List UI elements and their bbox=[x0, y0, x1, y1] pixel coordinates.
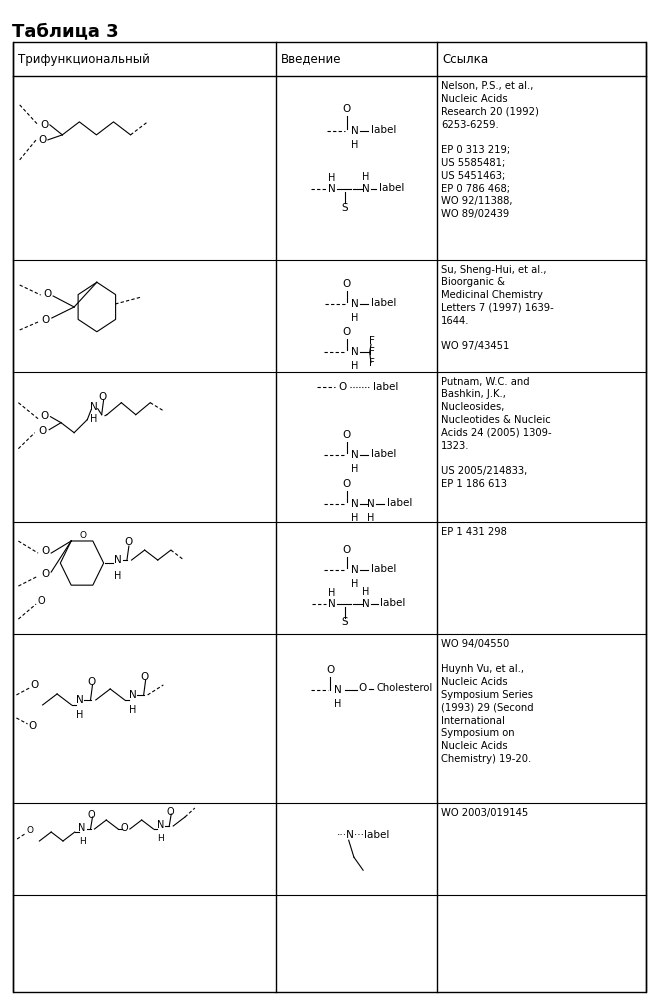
Text: H: H bbox=[114, 571, 121, 581]
Text: O: O bbox=[326, 665, 335, 675]
Text: N: N bbox=[335, 685, 342, 695]
Text: O: O bbox=[342, 279, 351, 289]
Text: O: O bbox=[42, 315, 50, 325]
Text: O: O bbox=[41, 569, 49, 579]
Text: O: O bbox=[342, 327, 351, 337]
Text: EP 1 431 298: EP 1 431 298 bbox=[441, 527, 507, 537]
Text: O: O bbox=[87, 810, 95, 820]
Text: N: N bbox=[351, 126, 358, 136]
Text: O: O bbox=[124, 537, 133, 547]
Text: O: O bbox=[342, 545, 351, 555]
Text: O: O bbox=[121, 823, 129, 833]
Text: F: F bbox=[369, 336, 375, 346]
Text: N: N bbox=[351, 499, 358, 509]
Text: H: H bbox=[351, 464, 358, 474]
Text: O: O bbox=[166, 807, 174, 817]
Text: label: label bbox=[371, 298, 396, 308]
Text: H: H bbox=[328, 173, 335, 183]
Text: Трифункциональный: Трифункциональный bbox=[18, 53, 150, 66]
Text: N: N bbox=[351, 450, 358, 460]
Text: O: O bbox=[338, 382, 346, 392]
Text: label: label bbox=[380, 598, 405, 608]
Text: O: O bbox=[44, 289, 52, 299]
Text: WO 2003/019145: WO 2003/019145 bbox=[441, 808, 529, 818]
Text: label: label bbox=[371, 564, 396, 574]
Text: O: O bbox=[31, 680, 39, 690]
Text: N: N bbox=[351, 347, 358, 357]
Text: H: H bbox=[328, 588, 335, 598]
Text: H: H bbox=[75, 710, 83, 720]
Text: Su, Sheng-Hui, et al.,
Bioorganic &
Medicinal Chemistry
Letters 7 (1997) 1639-
1: Su, Sheng-Hui, et al., Bioorganic & Medi… bbox=[441, 265, 554, 351]
Text: O: O bbox=[342, 104, 351, 114]
Text: N: N bbox=[75, 695, 83, 705]
Text: H: H bbox=[362, 172, 369, 182]
Text: N: N bbox=[362, 599, 369, 609]
Text: N: N bbox=[367, 499, 375, 509]
Text: O: O bbox=[29, 721, 37, 731]
Text: N: N bbox=[129, 690, 136, 700]
Text: S: S bbox=[341, 203, 348, 213]
Text: N: N bbox=[114, 555, 121, 565]
Text: H: H bbox=[351, 579, 358, 589]
Text: label: label bbox=[371, 449, 396, 459]
Text: H: H bbox=[351, 313, 358, 323]
Text: H: H bbox=[351, 513, 358, 523]
Text: label: label bbox=[373, 382, 398, 392]
Text: Putnam, W.C. and
Bashkin, J.K.,
Nucleosides,
Nucleotides & Nucleic
Acids 24 (200: Putnam, W.C. and Bashkin, J.K., Nucleosi… bbox=[441, 377, 552, 489]
Text: N: N bbox=[351, 299, 358, 309]
Text: H: H bbox=[90, 414, 98, 424]
Text: O: O bbox=[41, 411, 49, 421]
Text: H: H bbox=[129, 705, 136, 715]
Text: N: N bbox=[328, 599, 335, 609]
Text: WO 94/04550

Huynh Vu, et al.,
Nucleic Acids
Symposium Series
(1993) 29 (Second
: WO 94/04550 Huynh Vu, et al., Nucleic Ac… bbox=[441, 639, 534, 764]
Text: N: N bbox=[78, 823, 86, 833]
Text: Nelson, P.S., et al.,
Nucleic Acids
Research 20 (1992)
6253-6259.

EP 0 313 219;: Nelson, P.S., et al., Nucleic Acids Rese… bbox=[441, 81, 539, 219]
Text: O: O bbox=[342, 430, 351, 440]
Text: N: N bbox=[362, 184, 369, 194]
Text: H: H bbox=[157, 834, 164, 843]
Text: Ссылка: Ссылка bbox=[443, 53, 489, 66]
Text: O: O bbox=[79, 531, 86, 540]
Text: S: S bbox=[341, 617, 348, 627]
Text: O: O bbox=[27, 826, 33, 835]
Text: F: F bbox=[369, 347, 375, 357]
Text: O: O bbox=[41, 546, 49, 556]
Text: N: N bbox=[90, 402, 98, 412]
Text: N: N bbox=[328, 184, 335, 194]
Text: O: O bbox=[358, 683, 367, 693]
Text: O: O bbox=[41, 120, 49, 130]
Text: O: O bbox=[99, 392, 107, 402]
Text: Таблица 3: Таблица 3 bbox=[12, 22, 119, 40]
Text: H: H bbox=[367, 513, 375, 523]
Text: H: H bbox=[351, 361, 358, 371]
Text: O: O bbox=[37, 596, 45, 606]
Text: O: O bbox=[141, 672, 149, 682]
Text: F: F bbox=[369, 358, 375, 368]
Text: O: O bbox=[39, 135, 47, 145]
Text: O: O bbox=[342, 479, 351, 489]
Text: N: N bbox=[157, 820, 165, 830]
Text: H: H bbox=[362, 587, 369, 597]
Text: O: O bbox=[88, 677, 96, 687]
Text: label: label bbox=[387, 498, 412, 508]
Text: H: H bbox=[335, 699, 342, 709]
Text: Введение: Введение bbox=[281, 53, 342, 66]
Text: N: N bbox=[351, 565, 358, 575]
Text: O: O bbox=[39, 426, 47, 436]
Text: label: label bbox=[371, 125, 396, 135]
Text: H: H bbox=[351, 140, 358, 150]
Text: ···N···label: ···N···label bbox=[337, 830, 390, 840]
Text: H: H bbox=[79, 837, 85, 846]
Text: Cholesterol: Cholesterol bbox=[377, 683, 432, 693]
Text: label: label bbox=[379, 183, 404, 193]
